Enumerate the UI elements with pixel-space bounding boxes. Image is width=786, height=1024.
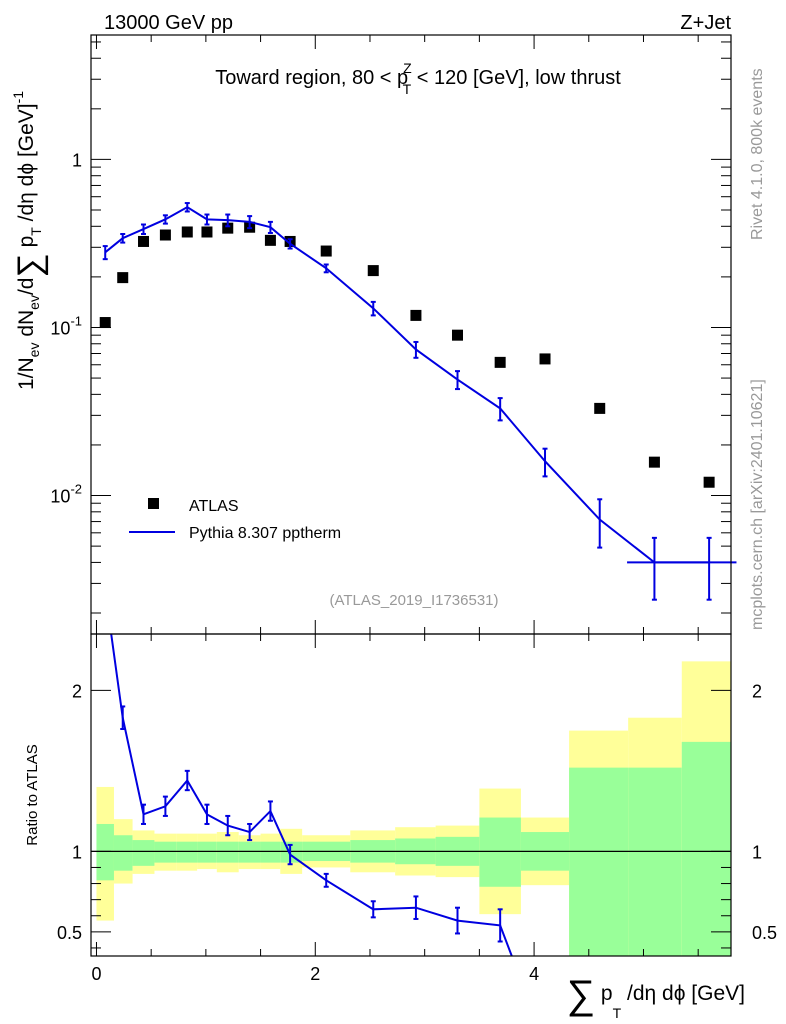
atlas-data-point [320, 245, 332, 257]
atlas-data-point [367, 265, 379, 277]
atlas-data-point [594, 402, 606, 414]
plot-title: Toward region, 80 < pZ T < 120 [GeV], low… [215, 60, 621, 97]
svg-text:1/Nev dNev/d∑ pT /dη dϕ [GeV]: 1/Nev dNev/d∑ pT /dη dϕ [GeV]-1 [10, 91, 49, 390]
main-data-layer [99, 202, 737, 601]
stat-uncertainty-band [176, 841, 198, 863]
stat-uncertainty-band [132, 840, 155, 866]
energy-label: 13000 GeV pp [104, 12, 233, 34]
legend-atlas-label: ATLAS [189, 498, 239, 515]
stat-uncertainty-band [216, 841, 239, 863]
ratio-y-axis-title: Ratio to ATLAS [24, 744, 41, 845]
x-tick-label: 0 [91, 964, 101, 984]
ratio-axis-ticks: 0.5 0.5 1 1 2 2 0 2 4 [57, 634, 777, 984]
atlas-data-point [451, 329, 463, 341]
atlas-data-point [117, 272, 129, 284]
ratio-pythia-curve [110, 634, 513, 956]
atlas-data-point [159, 229, 171, 241]
stat-uncertainty-band [569, 767, 629, 956]
stat-uncertainty-band [628, 767, 682, 956]
ratio-frame [90, 633, 732, 957]
analysis-reference-label: (ATLAS_2019_I1736531) [329, 592, 498, 609]
ratio-y-tick-label-left: 2 [72, 681, 82, 701]
atlas-data-point [201, 226, 213, 238]
atlas-data-point [181, 226, 193, 238]
ratio-y-tick-label-right: 1 [752, 842, 762, 862]
atlas-data-point [99, 317, 111, 329]
ratio-y-tick-label-left: 0.5 [57, 923, 82, 943]
y-tick-label: 1 [72, 150, 82, 170]
main-panel: 10-2 10-1 1 Toward region, 80 < pZ T < 120 … [10, 34, 737, 635]
ratio-panel: 0.5 0.5 1 1 2 2 0 2 4 Ratio to ATLAS ∑ pT /dη dϕ… [24, 633, 777, 1021]
main-axis-ticks: 10-2 10-1 1 [50, 35, 731, 634]
atlas-data-point [648, 456, 660, 468]
stat-uncertainty-band [96, 823, 114, 881]
atlas-data-point [494, 356, 506, 368]
legend-atlas-marker [148, 498, 159, 509]
ratio-y-tick-label-right: 2 [752, 681, 762, 701]
main-y-axis-title: 1/Nev dNev/d∑ pT /dη dϕ [GeV]-1 [10, 91, 49, 390]
legend-pythia-label: Pythia 8.307 pptherm [189, 525, 341, 542]
atlas-data-point [222, 222, 234, 234]
stat-uncertainty-band [238, 841, 261, 863]
y-tick-label: 10-1 [50, 313, 82, 338]
stat-uncertainty-band [479, 817, 521, 887]
ratio-y-tick-label-right: 0.5 [752, 923, 777, 943]
ratio-uncertainty-bands [91, 661, 731, 956]
rivet-version-label: Rivet 4.1.0, 800k events [749, 68, 766, 240]
ratio-data-layer [110, 634, 513, 956]
stat-uncertainty-band [113, 835, 133, 871]
atlas-data-point [410, 309, 422, 321]
process-label: Z+Jet [680, 12, 731, 34]
mcplots-label: mcplots.cern.ch [arXiv:2401.10621] [749, 379, 766, 630]
atlas-data-point [138, 235, 150, 247]
stat-uncertainty-band [154, 841, 177, 863]
stat-uncertainty-band [681, 741, 731, 956]
stat-uncertainty-band [260, 841, 281, 863]
x-tick-label: 2 [310, 964, 320, 984]
ratio-curve-group [110, 634, 513, 956]
x-tick-label: 4 [529, 964, 539, 984]
legend: ATLAS Pythia 8.307 pptherm [129, 498, 341, 542]
atlas-data-point [539, 353, 551, 365]
x-axis-title: ∑ pT /dη dϕ [GeV] [567, 973, 745, 1021]
y-tick-label: 10-2 [50, 482, 82, 507]
atlas-data-point [264, 234, 276, 246]
stat-uncertainty-band [197, 841, 217, 863]
ratio-y-tick-label-left: 1 [72, 842, 82, 862]
atlas-data-point [703, 476, 715, 488]
main-frame [90, 34, 732, 635]
